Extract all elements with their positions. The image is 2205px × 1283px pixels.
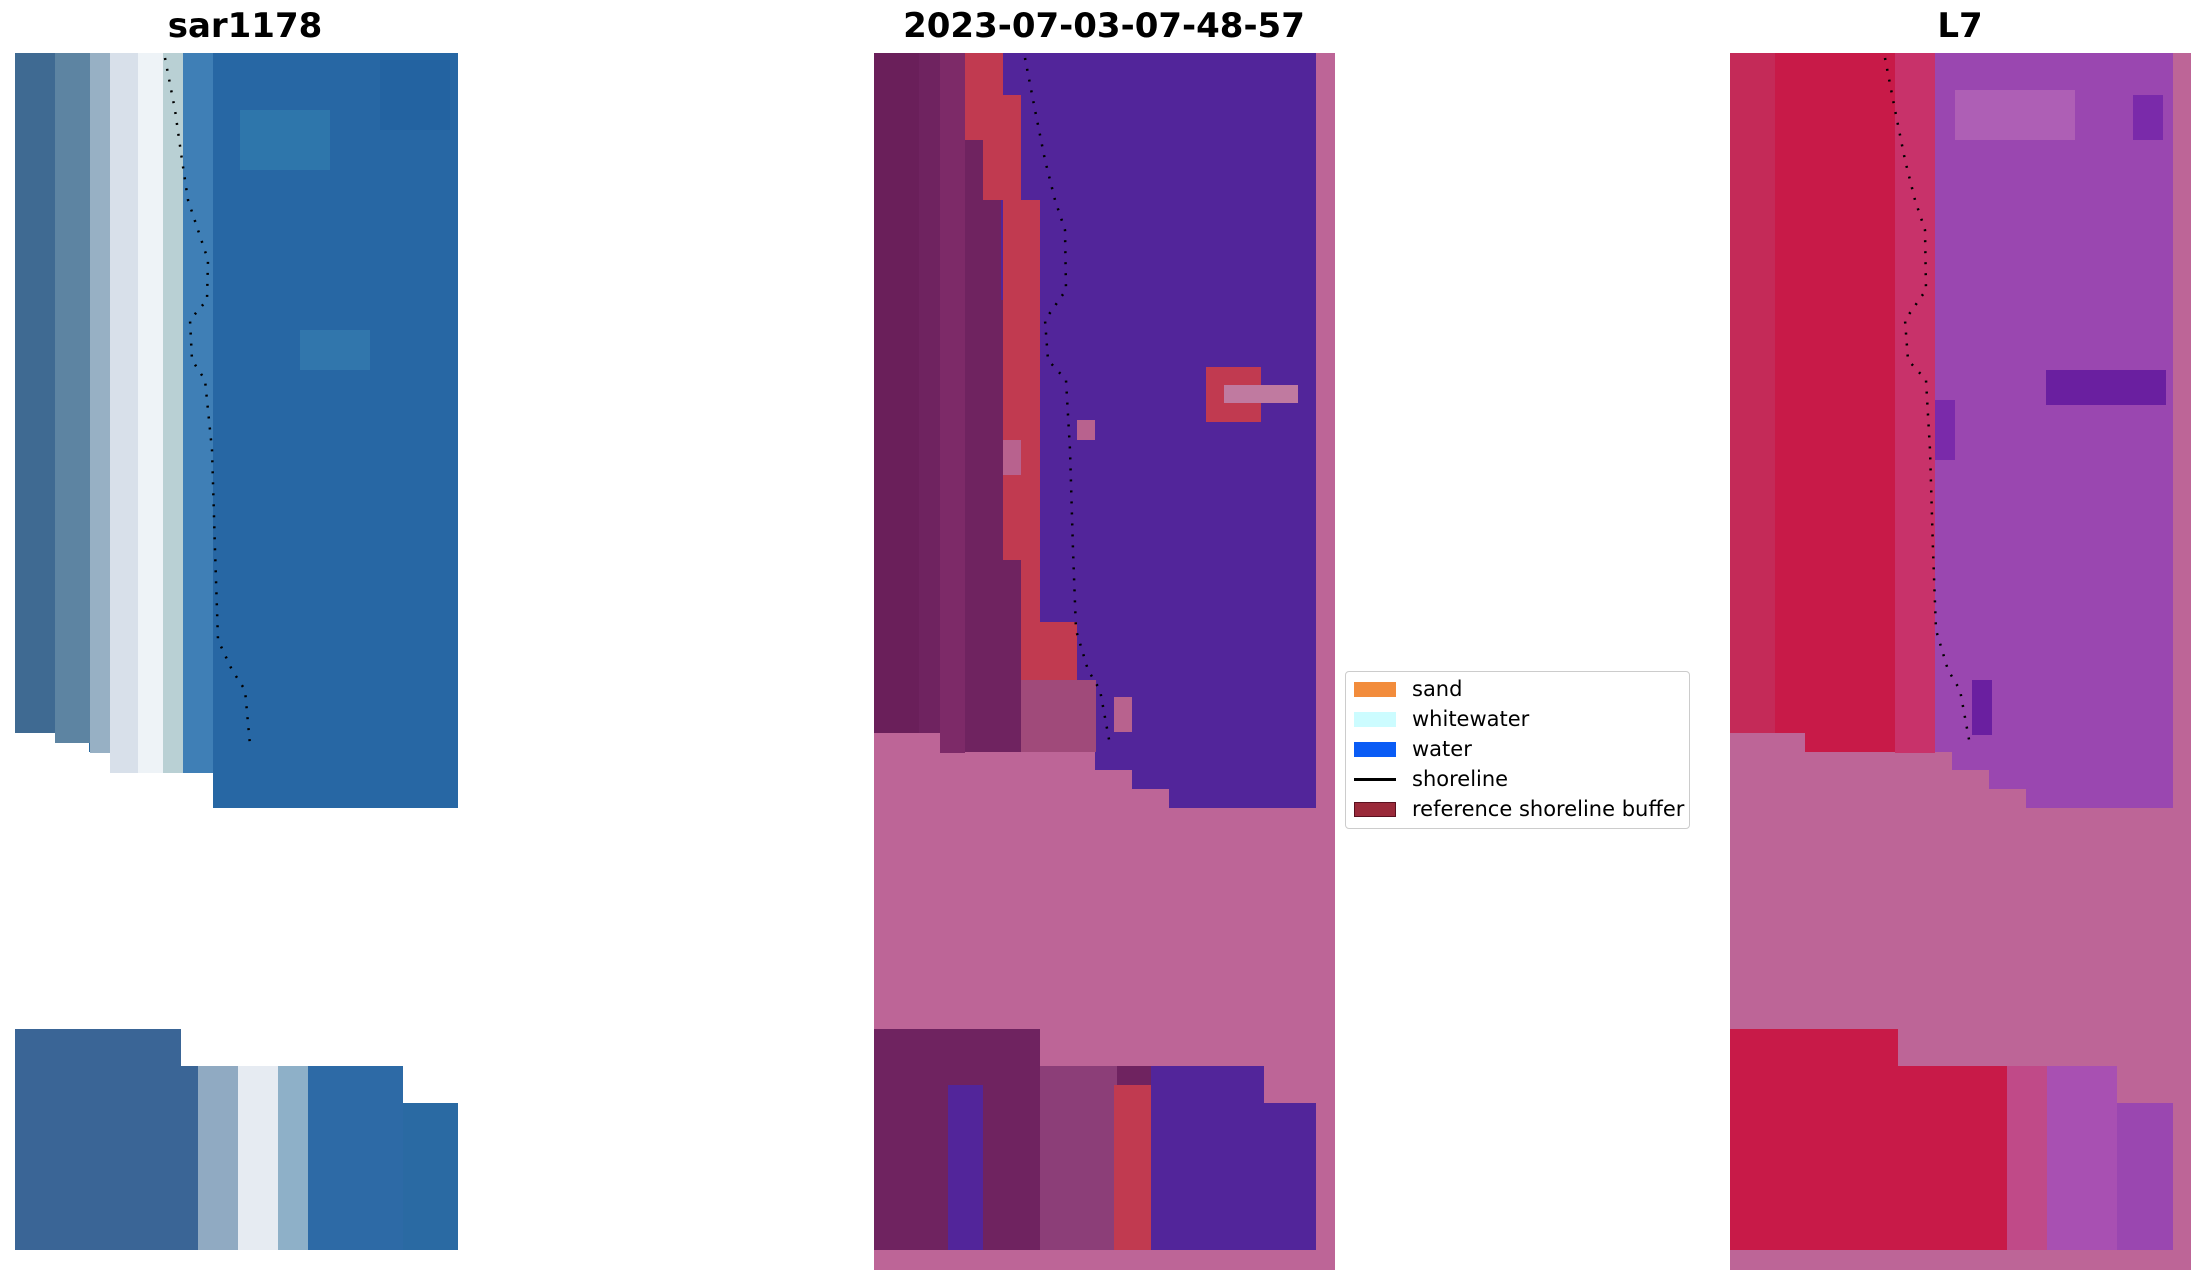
legend-label-reference-buffer: reference shoreline buffer [1412, 797, 1685, 821]
classified-image [874, 53, 1335, 1270]
panel-title-l7: L7 [1937, 6, 1983, 46]
legend-swatch-water [1354, 742, 1396, 757]
legend-swatch-sand [1354, 682, 1396, 697]
index-image [1730, 53, 2191, 1270]
panel-title-date: 2023-07-03-07-48-57 [903, 6, 1305, 46]
legend-label-water: water [1412, 737, 1472, 761]
legend-line-shoreline [1354, 778, 1396, 781]
legend-label-shoreline: shoreline [1412, 767, 1509, 791]
legend-swatch-reference-buffer [1354, 802, 1396, 817]
legend-swatch-whitewater [1354, 712, 1396, 727]
panel-title-sar1178: sar1178 [167, 6, 323, 46]
legend-label-sand: sand [1412, 677, 1463, 701]
legend: sand whitewater water shoreline referenc… [1345, 671, 1690, 829]
legend-label-whitewater: whitewater [1412, 707, 1530, 731]
true-color-image [15, 53, 458, 1250]
